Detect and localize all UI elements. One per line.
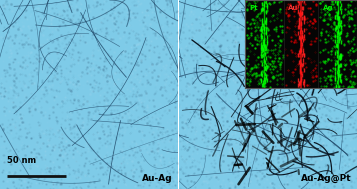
Text: Au-Ag@Pt: Au-Ag@Pt bbox=[301, 174, 352, 183]
Text: 50 nm: 50 nm bbox=[7, 156, 36, 165]
Text: Au-Ag: Au-Ag bbox=[142, 174, 172, 183]
